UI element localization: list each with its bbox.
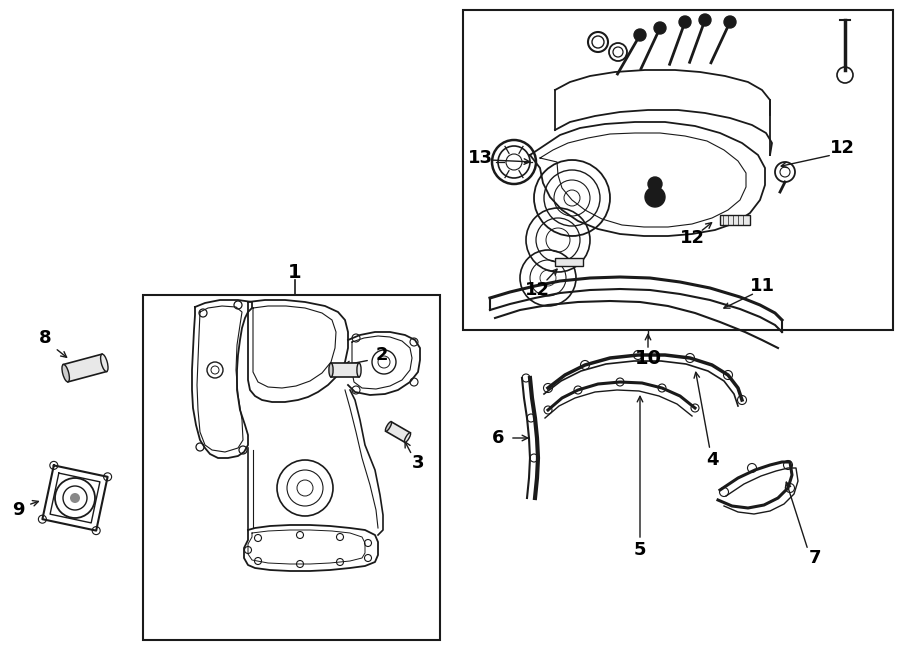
Text: 5: 5 xyxy=(634,541,646,559)
Ellipse shape xyxy=(62,365,69,382)
Text: 6: 6 xyxy=(491,429,504,447)
Text: 10: 10 xyxy=(634,348,662,367)
Ellipse shape xyxy=(385,422,392,432)
Bar xyxy=(143,295,440,640)
Circle shape xyxy=(679,16,691,28)
Text: 12: 12 xyxy=(525,281,550,299)
Ellipse shape xyxy=(328,363,333,377)
Circle shape xyxy=(648,177,662,191)
Text: 12: 12 xyxy=(830,139,854,157)
Circle shape xyxy=(634,29,646,41)
Text: 4: 4 xyxy=(706,451,718,469)
Text: 12: 12 xyxy=(680,229,705,247)
Circle shape xyxy=(70,493,80,503)
Bar xyxy=(720,215,750,225)
Text: 9: 9 xyxy=(12,501,24,519)
Text: 3: 3 xyxy=(412,454,424,472)
Text: 8: 8 xyxy=(39,329,51,347)
Circle shape xyxy=(724,16,736,28)
Bar xyxy=(331,363,359,377)
Ellipse shape xyxy=(101,354,108,371)
Text: 7: 7 xyxy=(809,549,821,567)
Text: 2: 2 xyxy=(376,346,388,364)
Circle shape xyxy=(654,22,666,34)
Bar xyxy=(555,258,583,266)
Text: 1: 1 xyxy=(288,263,302,281)
Bar xyxy=(463,10,893,330)
Text: 13: 13 xyxy=(467,149,492,167)
Text: 11: 11 xyxy=(750,277,775,295)
Circle shape xyxy=(645,187,665,207)
Circle shape xyxy=(699,14,711,26)
Ellipse shape xyxy=(404,433,410,442)
Bar xyxy=(386,422,410,442)
Ellipse shape xyxy=(357,363,361,377)
Bar xyxy=(63,354,106,382)
